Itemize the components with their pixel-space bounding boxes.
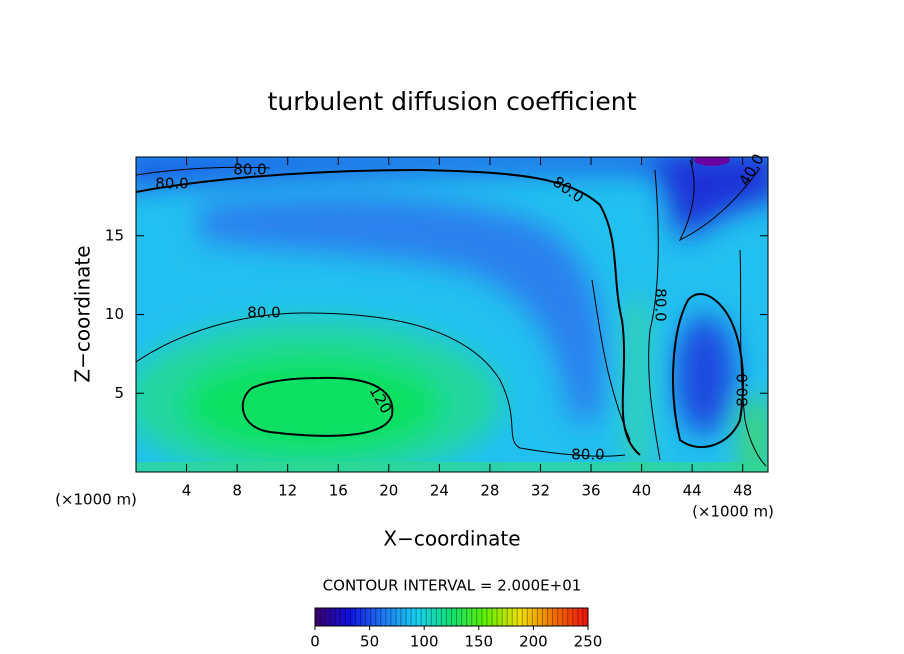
contour-label: 80.0 — [247, 304, 280, 322]
x-tick-label: 32 — [531, 482, 550, 500]
colorbar-tick-label: 100 — [410, 633, 439, 651]
x-tick-label: 36 — [581, 482, 600, 500]
contour-line — [591, 279, 631, 441]
colorbar-tick-label: 200 — [519, 633, 548, 651]
x-axis-title: X−coordinate — [383, 527, 520, 551]
contour-interval: CONTOUR INTERVAL = 2.000E+01 — [323, 577, 582, 595]
x-tick-label: 8 — [232, 482, 242, 500]
y-axis-title: Z−coordinate — [71, 245, 95, 382]
contour-line — [739, 249, 767, 467]
contour-line — [648, 169, 661, 461]
x-tick-label: 12 — [278, 482, 297, 500]
x-tick-label: 20 — [379, 482, 398, 500]
x-tick-label: 16 — [329, 482, 348, 500]
contour-label: 80.0 — [233, 161, 266, 179]
y-tick-label: 5 — [114, 384, 124, 402]
contour-line — [136, 312, 626, 457]
x-tick-label: 4 — [182, 482, 192, 500]
x-tick-label: 44 — [683, 482, 702, 500]
contour-label: 80.0 — [652, 288, 670, 321]
chart-title: turbulent diffusion coefficient — [268, 87, 637, 116]
colorbar — [314, 607, 589, 627]
x-tick-label: 24 — [430, 482, 449, 500]
x-tick-label: 48 — [733, 482, 752, 500]
colorbar-tick-label: 150 — [464, 633, 493, 651]
colorbar-tick-label: 250 — [574, 633, 603, 651]
x-unit: (×1000 m) — [55, 491, 137, 509]
contour-label: 80.0 — [155, 175, 188, 193]
contour-line — [241, 376, 394, 437]
contour-label: 80.0 — [571, 446, 604, 464]
y-tick-label: 15 — [105, 226, 124, 244]
contour-line — [672, 293, 744, 449]
x-unit: (×1000 m) — [692, 503, 774, 521]
x-tick-label: 28 — [480, 482, 499, 500]
x-tick-label: 40 — [632, 482, 651, 500]
contour-label: 80.0 — [734, 373, 752, 406]
field — [136, 157, 768, 472]
colorbar-tick-label: 0 — [310, 633, 320, 651]
contour-line — [678, 159, 761, 242]
contour-line — [136, 168, 641, 456]
contour-line — [136, 166, 271, 176]
y-tick-label: 10 — [105, 305, 124, 323]
colorbar-tick-label: 50 — [360, 633, 379, 651]
